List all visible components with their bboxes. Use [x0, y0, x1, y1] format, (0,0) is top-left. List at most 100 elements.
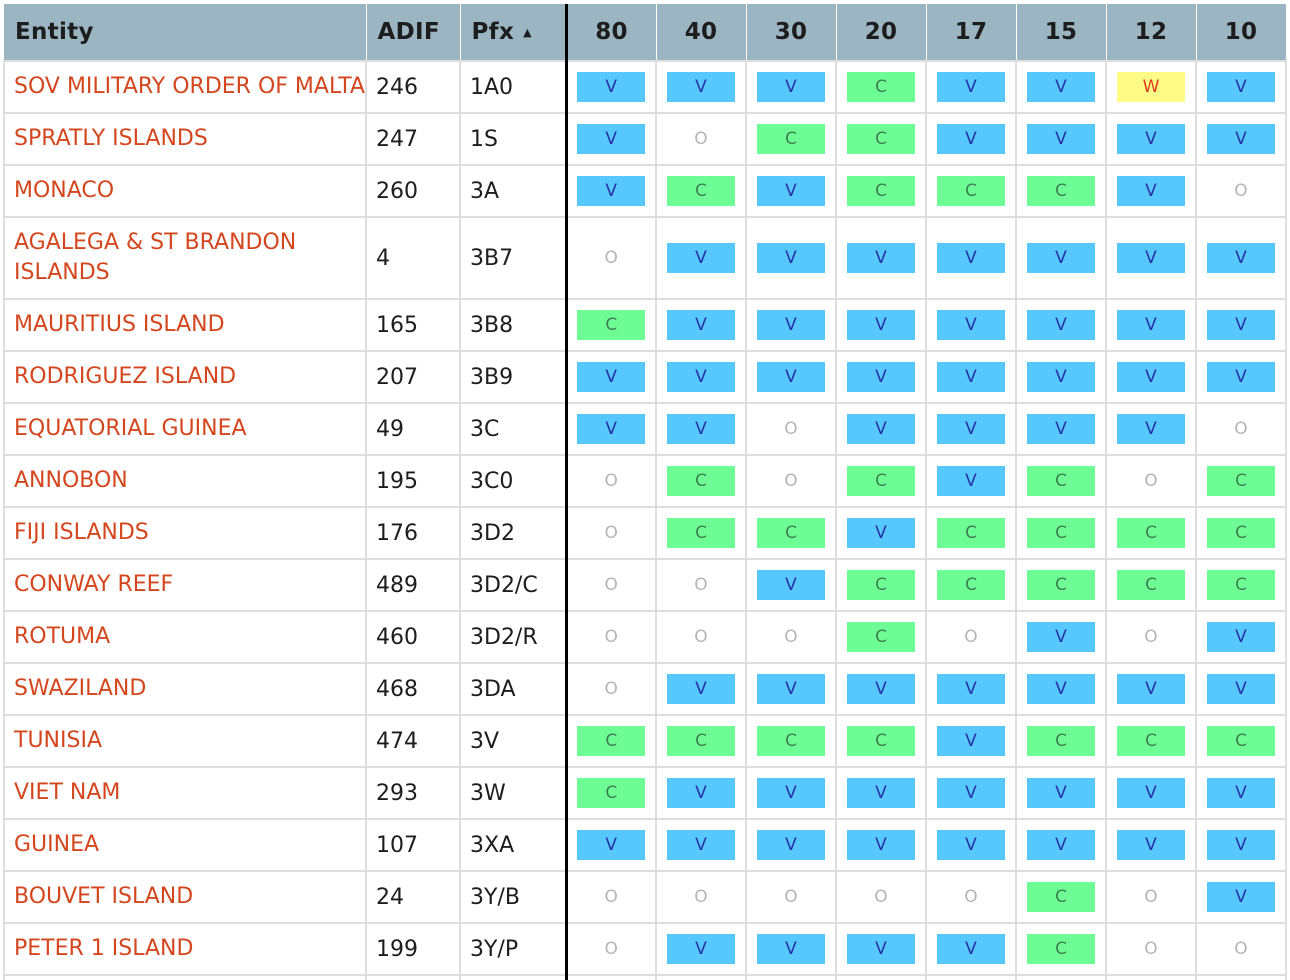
prefix: 3Y/P: [459, 922, 568, 976]
entity-name[interactable]: SPRATLY ISLANDS: [3, 112, 367, 166]
band-cell-30: [745, 974, 837, 980]
band-cell-40: [655, 974, 747, 980]
entity-name[interactable]: MONACO: [3, 164, 367, 218]
column-header-band-20[interactable]: 20: [836, 4, 927, 61]
band-cell-40: V: [655, 818, 747, 872]
band-status-badge: O: [604, 523, 618, 543]
band-status-badge: O: [784, 471, 798, 491]
band-status-badge: O: [1144, 887, 1158, 907]
column-header-band-40[interactable]: 40: [656, 4, 747, 61]
band-cell-17: [925, 974, 1017, 980]
column-header-pfx[interactable]: Pfx ▲: [460, 4, 568, 61]
band-cell-40: C: [655, 164, 747, 218]
entity-name[interactable]: RODRIGUEZ ISLAND: [3, 350, 367, 404]
band-cell-12: V: [1105, 350, 1197, 404]
band-cell-20: V: [835, 506, 927, 560]
column-header-band-17[interactable]: 17: [926, 4, 1017, 61]
band-cell-17: V: [925, 216, 1017, 300]
band-cell-15: V: [1015, 216, 1107, 300]
entity-name[interactable]: BOUVET ISLAND: [3, 870, 367, 924]
band-status-badge: O: [604, 887, 618, 907]
entity-name[interactable]: SWAZILAND: [3, 662, 367, 716]
entity-name[interactable]: EQUATORIAL GUINEA: [3, 402, 367, 456]
band-cell-10: [1195, 974, 1287, 980]
column-header-band-12[interactable]: 12: [1106, 4, 1197, 61]
column-header-band-80[interactable]: 80: [566, 4, 657, 61]
band-cell-10: C: [1195, 714, 1287, 768]
band-status-badge: C: [1027, 176, 1095, 206]
band-cell-10: V: [1195, 60, 1287, 114]
band-status-badge: C: [577, 726, 646, 756]
entity-name[interactable]: GUINEA: [3, 818, 367, 872]
band-cell-40: V: [655, 60, 747, 114]
band-status-badge: V: [937, 414, 1005, 444]
band-status-badge: V: [667, 778, 735, 808]
band-cell-10: V: [1195, 112, 1287, 166]
band-cell-12: V: [1105, 298, 1197, 352]
band-status-badge: V: [757, 778, 825, 808]
band-cell-17: O: [925, 610, 1017, 664]
band-status-badge: O: [604, 575, 618, 595]
band-status-badge: V: [937, 310, 1005, 340]
band-status-badge: V: [1027, 362, 1095, 392]
band-cell-30: V: [745, 818, 837, 872]
band-cell-80: V: [565, 402, 657, 456]
table-row: AGALEGA & ST BRANDON ISLANDS 4 3B7 O V V V V V V V: [3, 216, 1287, 300]
band-status-badge: V: [937, 243, 1005, 273]
entity-name[interactable]: [3, 974, 367, 980]
band-status-badge: O: [784, 887, 798, 907]
band-cell-20: V: [835, 818, 927, 872]
band-cell-40: V: [655, 922, 747, 976]
band-status-badge: V: [1117, 124, 1185, 154]
table-header: Entity ADIF Pfx ▲ 80 40 30 20 17 15 12 10: [4, 4, 1287, 61]
entity-name[interactable]: FIJI ISLANDS: [3, 506, 367, 560]
prefix: 1S: [459, 112, 568, 166]
entity-name[interactable]: VIET NAM: [3, 766, 367, 820]
entity-name[interactable]: ROTUMA: [3, 610, 367, 664]
column-header-band-10[interactable]: 10: [1196, 4, 1287, 61]
entity-name[interactable]: SOV MILITARY ORDER OF MALTA: [3, 60, 367, 114]
band-status-badge: V: [1207, 72, 1275, 102]
column-header-band-30[interactable]: 30: [746, 4, 837, 61]
band-status-badge: V: [847, 310, 915, 340]
entity-name[interactable]: TUNISIA: [3, 714, 367, 768]
column-header-entity[interactable]: Entity: [4, 4, 367, 61]
column-header-adif[interactable]: ADIF: [366, 4, 461, 61]
band-status-badge: V: [667, 362, 735, 392]
band-cell-80: V: [565, 112, 657, 166]
band-status-badge: C: [1207, 570, 1275, 600]
adif-code: 247: [365, 112, 461, 166]
entity-name[interactable]: ANNOBON: [3, 454, 367, 508]
band-cell-20: C: [835, 610, 927, 664]
band-status-badge: C: [667, 518, 735, 548]
column-header-band-15[interactable]: 15: [1016, 4, 1107, 61]
entity-name[interactable]: MAURITIUS ISLAND: [3, 298, 367, 352]
entity-name[interactable]: PETER 1 ISLAND: [3, 922, 367, 976]
band-cell-30: C: [745, 714, 837, 768]
band-cell-80: O: [565, 506, 657, 560]
band-status-badge: C: [1117, 518, 1185, 548]
entity-name[interactable]: CONWAY REEF: [3, 558, 367, 612]
band-cell-20: V: [835, 922, 927, 976]
band-status-badge: V: [757, 243, 825, 273]
band-cell-80: C: [565, 766, 657, 820]
band-status-badge: V: [1027, 778, 1095, 808]
entity-name[interactable]: AGALEGA & ST BRANDON ISLANDS: [3, 216, 367, 300]
band-status-badge: V: [937, 674, 1005, 704]
band-cell-12: V: [1105, 402, 1197, 456]
prefix: 3B9: [459, 350, 568, 404]
band-cell-17: V: [925, 350, 1017, 404]
band-status-badge: C: [937, 518, 1005, 548]
band-status-badge: V: [757, 310, 825, 340]
prefix: 3Y/B: [459, 870, 568, 924]
band-status-badge: V: [757, 934, 825, 964]
band-cell-30: C: [745, 506, 837, 560]
band-status-badge: V: [667, 310, 735, 340]
band-status-badge: C: [577, 310, 646, 340]
band-status-badge: V: [1207, 778, 1275, 808]
band-status-badge: C: [847, 72, 915, 102]
band-status-badge: C: [757, 726, 825, 756]
band-status-badge: C: [847, 622, 915, 652]
band-status-badge: C: [1027, 570, 1095, 600]
